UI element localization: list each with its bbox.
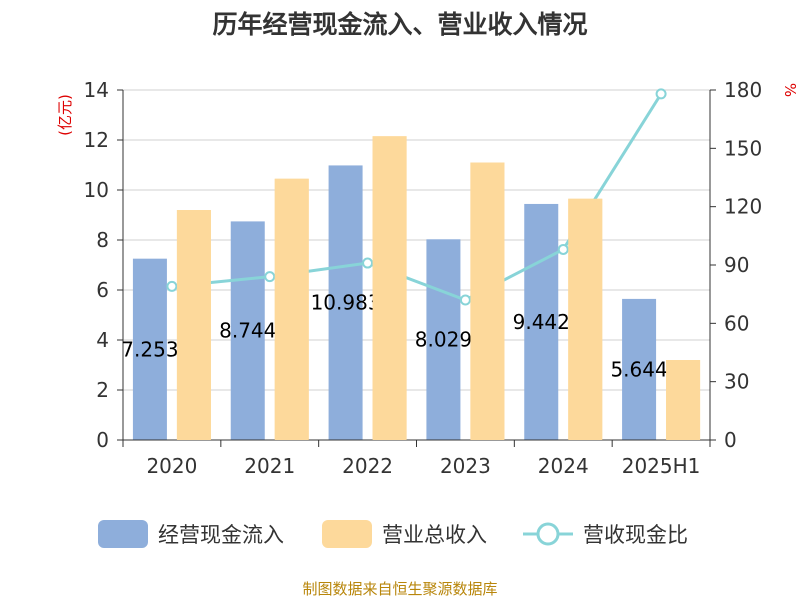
y-left-tick-label: 12: [84, 128, 109, 152]
data-labels: 7.253 8.744 10.983 8.029 9.442 5.644: [121, 136, 701, 440]
y-left-tick-label: 0: [96, 428, 109, 452]
bar-revenue-overlay: [568, 198, 603, 440]
y-left-tick-label: 6: [96, 278, 109, 302]
data-label: 9.442: [513, 310, 570, 334]
legend-swatch: [98, 520, 148, 548]
legend-marker: [536, 522, 560, 546]
bar-cash-inflow: [426, 239, 461, 440]
ratio-point: [655, 88, 667, 100]
ratio-point: [459, 294, 471, 306]
ratio-point: [264, 271, 276, 283]
bar-revenue-overlay: [666, 360, 701, 440]
x-tick-label: 2023: [440, 454, 491, 478]
data-label: 8.744: [219, 319, 276, 343]
bar-cash-inflow: [622, 298, 657, 440]
bar-revenue-overlay: [176, 210, 211, 440]
y-left-tick-label: 2: [96, 378, 109, 402]
y-left-tick-label: 10: [84, 178, 109, 202]
y-right-tick-label: 90: [724, 253, 749, 277]
y-right-tick-label: 120: [724, 195, 762, 219]
bar-cash-inflow: [524, 203, 559, 440]
bar-revenue-overlay: [372, 136, 407, 440]
x-tick-label: 2024: [538, 454, 589, 478]
ratio-point: [362, 257, 374, 269]
data-label: 10.983: [311, 291, 381, 315]
ratio-point: [166, 280, 178, 292]
legend: 经营现金流入 营业总收入 营收现金比: [98, 520, 688, 548]
legend-label: 经营现金流入: [158, 523, 284, 547]
y-right-tick-label: 0: [724, 428, 737, 452]
y-left-tick-label: 8: [96, 228, 109, 252]
data-label: 8.029: [415, 328, 472, 352]
x-tick-label: 2022: [342, 454, 393, 478]
bar-revenue-overlay: [470, 162, 505, 440]
source-note: 制图数据来自恒生聚源数据库: [302, 580, 497, 598]
bar-cash-inflow: [132, 258, 167, 440]
left-axis-unit: (亿元): [56, 94, 74, 136]
x-tick-label: 2025H1: [622, 454, 701, 478]
right-axis-unit: %: [781, 83, 799, 97]
chart-title: 历年经营现金流入、营业收入情况: [212, 10, 587, 39]
legend-swatch: [322, 520, 372, 548]
y-right-tick-label: 30: [724, 370, 749, 394]
ratio-point: [557, 243, 569, 255]
y-left-tick-label: 14: [84, 78, 109, 102]
y-left-tick-label: 4: [96, 328, 109, 352]
y-right-tick-label: 150: [724, 136, 762, 160]
bar-revenue-overlay: [274, 178, 309, 440]
x-tick-label: 2020: [146, 454, 197, 478]
data-label: 5.644: [610, 357, 667, 381]
y-right-tick-label: 60: [724, 311, 749, 335]
bar-cash-inflow: [328, 165, 363, 441]
legend-label: 营收现金比: [583, 523, 688, 547]
axes: 0 2 4 6 8 10 12 14 0 30 60 90 120 150 180 2020 2021 2022 2…: [84, 78, 763, 478]
y-right-tick-label: 180: [724, 78, 762, 102]
legend-label: 营业总收入: [382, 523, 487, 547]
bars: [132, 136, 701, 441]
data-label: 7.253: [121, 337, 178, 361]
x-tick-label: 2021: [244, 454, 295, 478]
grid-lines: [123, 89, 710, 391]
bar-cash-inflow: [230, 221, 265, 440]
